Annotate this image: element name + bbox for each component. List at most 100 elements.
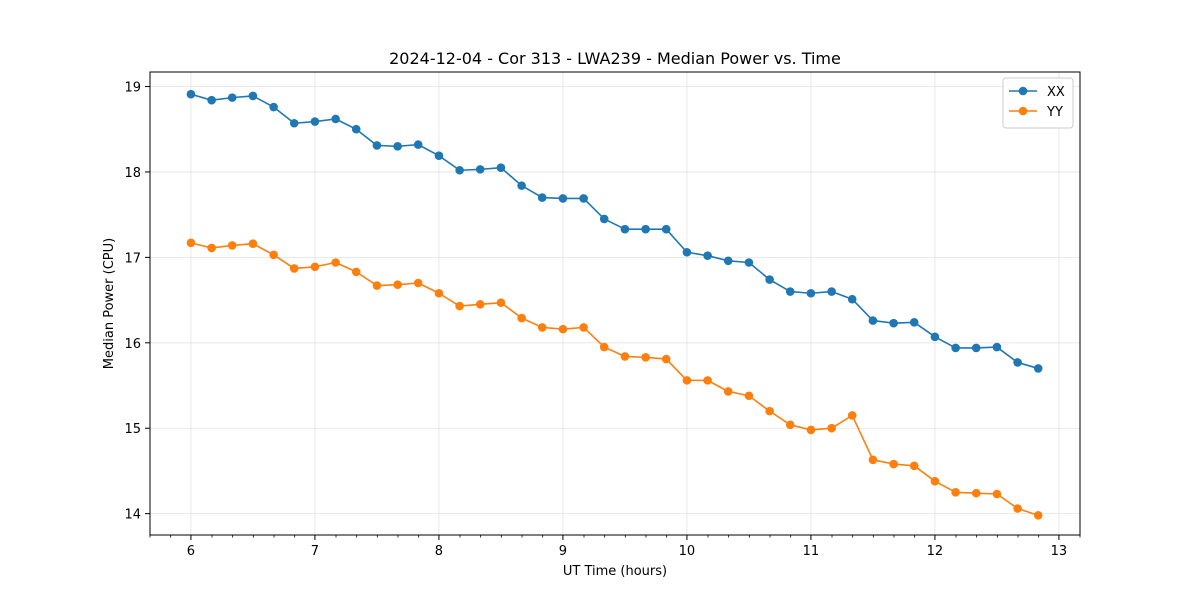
data-point-yy <box>1013 504 1022 513</box>
data-point-xx <box>889 318 898 328</box>
legend-entry-xx: XX <box>1009 85 1065 100</box>
series-yy <box>186 238 1043 520</box>
legend-marker <box>1018 106 1028 116</box>
data-point-xx <box>413 140 423 149</box>
data-point-xx <box>827 287 836 296</box>
y-axis-label: Median Power (CPU) <box>102 238 117 369</box>
data-point-xx <box>930 332 940 342</box>
data-point-xx <box>207 95 216 105</box>
series-layer <box>186 89 1043 520</box>
data-point-yy <box>248 239 258 249</box>
data-point-xx <box>186 89 196 99</box>
data-point-yy <box>207 243 216 253</box>
data-point-xx <box>496 163 506 172</box>
data-point-yy <box>661 354 671 364</box>
data-point-xx <box>269 102 278 112</box>
data-point-yy <box>269 250 278 260</box>
data-point-xx <box>351 124 361 134</box>
data-point-xx <box>331 114 340 124</box>
data-point-xx <box>723 256 733 266</box>
data-point-xx <box>620 224 630 234</box>
y-tick-label: 16 <box>124 337 141 352</box>
data-point-xx <box>765 275 774 284</box>
ticks: 6 7 8 9 10 11 12 13 14 15 16 17 18 19 <box>124 81 1081 559</box>
data-point-xx <box>661 224 671 234</box>
data-point-yy <box>372 281 382 290</box>
data-point-xx <box>372 141 382 150</box>
data-point-yy <box>393 280 402 290</box>
data-point-yy <box>413 278 423 288</box>
legend-entry-yy: YY <box>1009 105 1063 120</box>
data-point-yy <box>744 391 754 401</box>
data-point-yy <box>723 387 733 396</box>
data-point-xx <box>785 287 795 296</box>
data-point-yy <box>682 376 692 385</box>
data-point-yy <box>475 300 485 309</box>
data-point-yy <box>331 258 340 267</box>
x-tick-label: 7 <box>311 544 319 559</box>
x-tick-label: 6 <box>187 544 195 559</box>
data-point-yy <box>537 323 547 332</box>
data-point-xx <box>1033 364 1043 373</box>
y-tick-label: 18 <box>124 166 141 181</box>
data-point-yy <box>558 324 568 334</box>
chart-title: 2024-12-04 - Cor 313 - LWA239 - Median P… <box>389 49 841 68</box>
x-tick-label: 10 <box>679 544 696 559</box>
data-point-xx <box>579 194 588 203</box>
series-xx <box>186 89 1043 373</box>
data-point-yy <box>703 376 712 385</box>
data-point-yy <box>620 352 630 361</box>
data-point-xx <box>393 142 402 151</box>
data-point-yy <box>186 238 196 248</box>
legend: XX YY <box>1002 77 1074 129</box>
x-tick-label: 11 <box>803 544 820 559</box>
data-point-xx <box>434 151 444 161</box>
data-point-yy <box>930 476 940 486</box>
grid <box>150 72 1080 535</box>
data-point-yy <box>951 487 960 497</box>
data-point-yy <box>227 241 237 250</box>
data-point-yy <box>1033 511 1043 520</box>
data-point-xx <box>310 117 320 126</box>
data-point-xx <box>971 343 981 353</box>
legend-label: YY <box>1046 105 1063 120</box>
data-point-xx <box>517 181 526 190</box>
data-point-xx <box>868 316 878 325</box>
data-point-yy <box>909 461 919 471</box>
data-point-xx <box>682 247 692 257</box>
legend-label: XX <box>1047 85 1065 100</box>
plot-frame <box>149 71 1081 536</box>
data-point-xx <box>744 258 754 267</box>
data-point-yy <box>496 298 506 307</box>
legend-marker <box>1018 86 1028 96</box>
y-tick-label: 15 <box>124 422 141 437</box>
data-point-yy <box>765 406 774 416</box>
data-point-xx <box>289 118 299 128</box>
data-point-yy <box>889 459 898 469</box>
x-tick-label: 13 <box>1051 544 1068 559</box>
y-tick-label: 17 <box>124 251 141 266</box>
data-point-yy <box>847 411 857 420</box>
y-tick-label: 19 <box>124 81 141 96</box>
data-point-yy <box>992 489 1002 499</box>
data-point-xx <box>641 224 650 234</box>
data-point-xx <box>455 165 464 175</box>
data-point-yy <box>289 264 299 273</box>
data-point-yy <box>351 267 361 277</box>
x-axis-label: UT Time (hours) <box>563 564 667 579</box>
data-point-xx <box>227 93 237 102</box>
data-point-yy <box>434 288 444 298</box>
y-tick-label: 14 <box>124 508 141 523</box>
x-tick-label: 12 <box>927 544 944 559</box>
data-point-yy <box>641 353 650 362</box>
x-tick-label: 9 <box>559 544 567 559</box>
data-point-yy <box>868 455 878 465</box>
x-tick-label: 8 <box>435 544 443 559</box>
data-point-xx <box>909 317 919 327</box>
data-point-xx <box>703 251 712 260</box>
data-point-xx <box>992 342 1002 352</box>
data-point-yy <box>455 301 464 311</box>
data-point-yy <box>827 423 836 433</box>
data-point-xx <box>537 193 547 202</box>
